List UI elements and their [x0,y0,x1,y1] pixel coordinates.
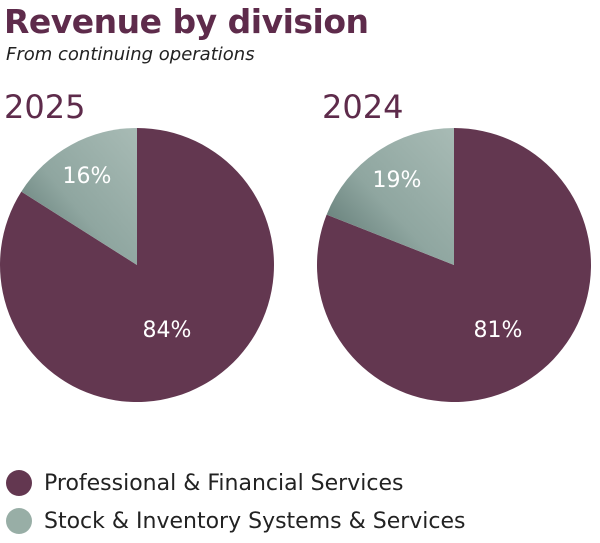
slice-label-2024-stock: 19% [373,168,422,193]
legend-swatch-professional [6,470,32,496]
slice-label-2025-stock: 16% [63,164,112,189]
legend-item-professional: Professional & Financial Services [6,466,466,500]
legend: Professional & Financial Services Stock … [6,466,466,542]
chart-subtitle: From continuing operations [6,44,255,65]
legend-label-stock: Stock & Inventory Systems & Services [44,508,466,534]
pie-title-2024: 2024 [322,88,404,126]
legend-item-stock: Stock & Inventory Systems & Services [6,504,466,538]
chart-title: Revenue by division [4,2,369,41]
pie-title-2025: 2025 [4,88,86,126]
slice-label-2025-professional: 84% [143,318,192,343]
pie-2024: 81% 19% [317,128,591,402]
pie-slice-2024-stock [326,128,454,265]
legend-label-professional: Professional & Financial Services [44,470,404,496]
pie-slice-2025-professional [0,128,274,402]
slice-label-2024-professional: 81% [474,318,523,343]
pie-2025: 84% 16% [0,128,274,402]
pie-slice-2025-stock [21,128,138,265]
legend-swatch-stock [6,508,32,534]
